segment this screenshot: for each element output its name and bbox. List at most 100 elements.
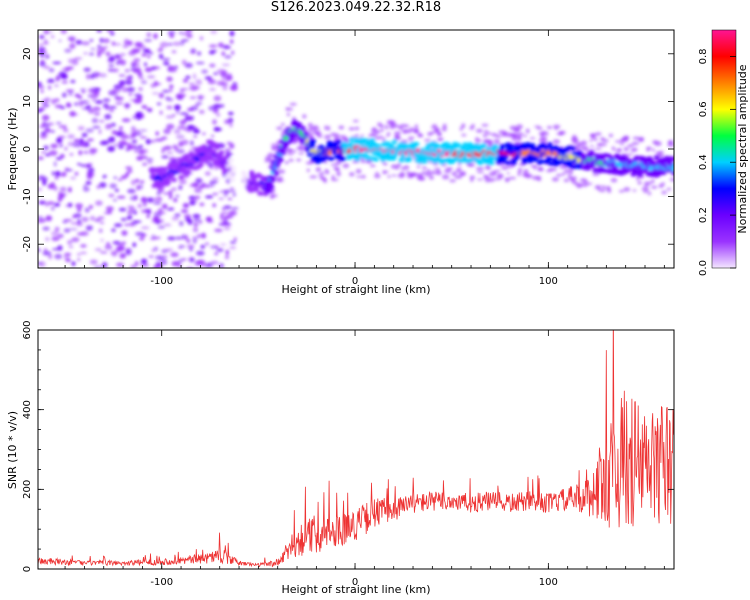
spectrogram-noise-cell — [213, 127, 221, 132]
spectrogram-noise-cell — [156, 191, 161, 196]
spectrogram-noise-cell — [168, 156, 177, 162]
spectrogram-noise-cell — [186, 244, 195, 249]
spectrogram-signal-cell — [314, 156, 320, 161]
spectrogram-haze-cell — [493, 139, 500, 143]
spectrogram-noise-cell — [104, 114, 112, 120]
spectrogram-noise-cell — [50, 130, 56, 133]
spectrogram-noise-cell — [44, 97, 51, 103]
spectrogram-signal-cell — [354, 156, 361, 161]
spectrogram-haze-cell — [373, 136, 381, 140]
spectrogram-signal-cell — [307, 152, 313, 157]
spectrogram-haze-cell — [371, 127, 377, 131]
spectrogram-haze-cell — [426, 169, 431, 173]
spectrogram-noise-cell — [146, 197, 154, 203]
spectrogram-noise-cell — [209, 88, 216, 91]
spectrogram-haze-cell — [403, 124, 410, 128]
spectrogram-noise-cell — [141, 105, 148, 109]
spectrogram-noise-cell — [204, 171, 211, 176]
spectrogram-noise-cell — [53, 84, 60, 87]
spectrogram-noise-cell — [38, 175, 46, 180]
spectrogram-noise-cell — [38, 248, 41, 253]
spectrogram-noise-cell — [81, 107, 88, 110]
spectrogram-haze-cell — [375, 172, 379, 175]
spectrogram-noise-cell — [96, 47, 106, 53]
spectrogram-haze-cell — [484, 129, 489, 134]
spectrogram-noise-cell — [82, 186, 90, 192]
spectrogram-haze-cell — [402, 130, 408, 134]
spectrogram-noise-cell — [96, 185, 101, 189]
spectrogram-noise-cell — [222, 45, 231, 50]
spectrogram-noise-cell — [140, 80, 148, 85]
spectrogram-haze-cell — [395, 165, 399, 170]
spectrogram-haze-cell — [302, 114, 307, 119]
spectrogram-haze-cell — [394, 134, 400, 136]
spectrogram-noise-cell — [230, 84, 238, 91]
spectrogram-haze-cell — [414, 124, 419, 129]
spectrogram-noise-cell — [77, 207, 82, 213]
spectrogram-signal-cell — [296, 122, 303, 127]
spectrogram-noise-cell — [80, 88, 86, 92]
spectrogram-haze-cell — [308, 131, 314, 135]
spectrogram-haze-cell — [309, 175, 318, 179]
spectrogram-noise-cell — [157, 225, 165, 229]
spectrogram-haze-cell — [277, 179, 285, 182]
spectrogram-haze-cell — [355, 168, 362, 174]
spectrogram-noise-cell — [174, 213, 181, 217]
spectrogram-noise-cell — [166, 63, 170, 66]
spectrogram-noise-cell — [227, 214, 234, 219]
spectrogram-noise-cell — [71, 59, 79, 66]
spectrogram-noise-cell — [231, 207, 239, 210]
spectrogram-noise-cell — [131, 126, 136, 131]
spectrogram-noise-cell — [132, 242, 137, 248]
spectrogram-haze-cell — [590, 145, 594, 148]
spectrogram-haze-cell — [641, 186, 650, 192]
spectrogram-haze-cell — [476, 167, 480, 171]
spectrogram-noise-cell — [153, 33, 158, 39]
spectrogram-noise-cell — [100, 238, 104, 242]
spectrogram-noise-cell — [39, 61, 46, 67]
spectrogram-noise-cell — [214, 252, 219, 256]
spectrogram-noise-cell — [166, 123, 175, 130]
spectrogram-noise-cell — [224, 55, 232, 59]
spectrogram-noise-cell — [64, 146, 68, 151]
spectrogram-noise-cell — [45, 153, 51, 157]
spectrogram-noise-cell — [233, 237, 237, 242]
spectrogram-haze-cell — [492, 170, 497, 174]
spectrogram-haze-cell — [534, 125, 541, 128]
spectrogram-noise-cell — [83, 52, 88, 55]
spectrogram-haze-cell — [601, 185, 606, 190]
spectrogram-noise-cell — [161, 136, 168, 140]
spectrogram-noise-cell — [58, 192, 62, 197]
spectrogram-noise-cell — [48, 68, 55, 73]
spectrogram-haze-cell — [430, 126, 438, 129]
spectrogram-x-tick-label: -100 — [150, 276, 173, 287]
spectrogram-noise-cell — [89, 148, 98, 153]
spectrogram-noise-cell — [70, 221, 79, 225]
spectrogram-noise-cell — [229, 241, 236, 244]
spectrogram-noise-cell — [209, 180, 219, 184]
spectrogram-signal-cell — [548, 161, 554, 166]
spectrogram-noise-cell — [90, 47, 96, 51]
spectrogram-haze-cell — [409, 139, 413, 143]
spectrogram-noise-cell — [188, 82, 195, 86]
spectrogram-noise-cell — [56, 137, 63, 143]
spectrogram-noise-cell — [184, 234, 189, 240]
spectrogram-haze-cell — [422, 166, 427, 170]
spectrogram-noise-cell — [52, 61, 62, 65]
spectrogram-noise-cell — [221, 51, 226, 56]
colorbar-tick-label: 0.0 — [698, 260, 709, 276]
spectrogram-haze-cell — [456, 167, 462, 171]
spectrogram-haze-cell — [627, 144, 634, 148]
spectrogram-noise-cell — [38, 262, 42, 265]
spectrogram-noise-cell — [41, 122, 46, 127]
spectrogram-haze-cell — [395, 125, 402, 129]
spectrogram-haze-cell — [324, 161, 328, 164]
snr-y-tick-label: 600 — [22, 320, 33, 339]
spectrogram-haze-cell — [651, 185, 658, 189]
spectrogram-haze-cell — [436, 169, 441, 173]
spectrogram-haze-cell — [487, 132, 492, 135]
spectrogram-noise-cell — [219, 263, 224, 268]
spectrogram-noise-cell — [153, 202, 162, 205]
spectrogram-noise-cell — [108, 56, 115, 62]
spectrogram-noise-cell — [108, 193, 115, 198]
